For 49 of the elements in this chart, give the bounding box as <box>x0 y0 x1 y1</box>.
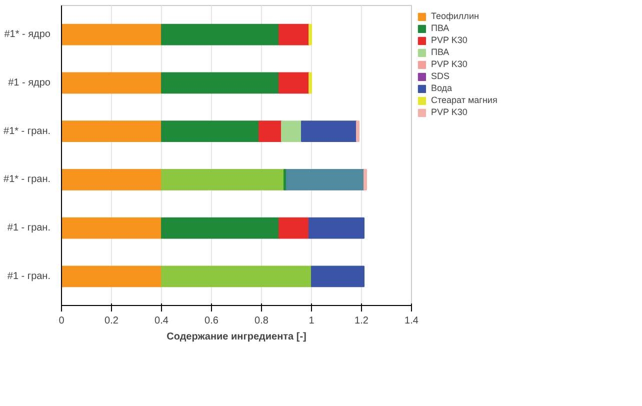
legend-label: PVP K30 <box>431 59 468 69</box>
y-tick-label: #1* - гран. <box>4 126 51 137</box>
bar <box>278 72 310 94</box>
bar <box>308 217 364 239</box>
legend-label: Вода <box>431 83 452 93</box>
bar <box>62 120 162 142</box>
legend-label: SDS <box>431 71 451 81</box>
legend-label: PVP K30 <box>431 35 468 45</box>
x-tick-label: 0.6 <box>204 316 219 326</box>
bar <box>161 72 280 94</box>
legend-label: ПВА <box>431 23 450 33</box>
bar <box>278 24 310 46</box>
y-tick-label: #1* - гран. <box>4 174 51 186</box>
bar <box>62 266 162 288</box>
bar <box>311 266 364 288</box>
bar <box>62 217 162 239</box>
bar <box>161 120 260 142</box>
bar <box>286 169 364 190</box>
bar <box>161 24 280 46</box>
bar <box>62 24 162 46</box>
bar <box>356 120 360 142</box>
bar <box>364 169 367 190</box>
x-tick-label: 0.2 <box>104 316 119 326</box>
bar <box>62 72 162 94</box>
legend-label: Стеарат магния <box>431 95 498 105</box>
x-tick-label: 1 <box>308 316 315 326</box>
bar <box>258 120 282 142</box>
bar <box>62 169 162 190</box>
bar <box>161 169 284 190</box>
y-tick-label: #1 - гран. <box>7 222 51 234</box>
x-axis-title: Содержание ингредиента [-] <box>166 332 306 342</box>
bar <box>308 24 312 46</box>
x-tick-label: 0 <box>58 316 65 326</box>
y-tick-label: #1 - гран. <box>7 270 51 282</box>
x-tick-label: 0.8 <box>254 316 269 326</box>
y-tick-label: #1 - ядро <box>8 77 51 88</box>
bar <box>308 72 312 94</box>
bar <box>278 217 310 239</box>
x-tick-label: 1.4 <box>404 316 419 326</box>
bar <box>281 120 302 142</box>
legend-label: PVP K30 <box>431 107 468 117</box>
bar <box>161 266 312 288</box>
bar <box>161 217 280 239</box>
bar <box>301 120 357 142</box>
y-tick-label: #1* - ядро <box>4 29 51 40</box>
x-tick-label: 1.2 <box>354 316 369 326</box>
legend-label: ПВА <box>431 47 450 57</box>
legend-label: Теофиллин <box>431 11 479 21</box>
x-tick-label: 0.4 <box>154 316 169 326</box>
